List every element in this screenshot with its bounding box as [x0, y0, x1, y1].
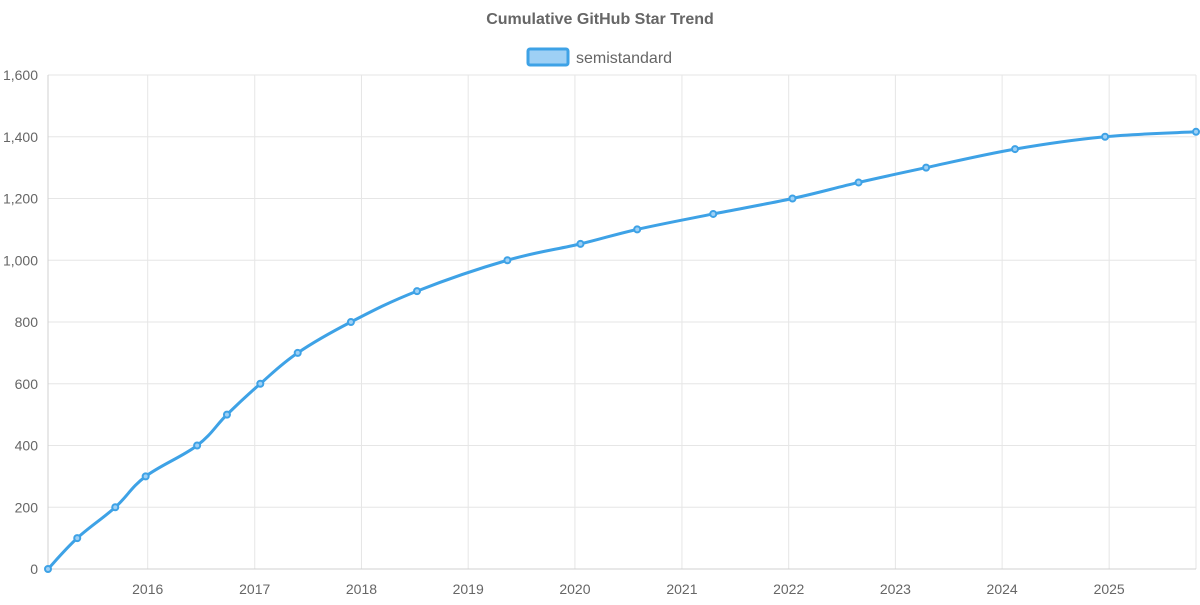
data-point[interactable] — [709, 209, 718, 218]
data-point[interactable] — [1192, 127, 1200, 136]
data-point[interactable] — [293, 348, 302, 357]
legend[interactable]: semistandard — [526, 47, 672, 67]
axes: 2016 2017 2018 2019 2020 2021 2022 2023 2024 2025… — [3, 67, 1196, 597]
data-point[interactable] — [111, 503, 120, 512]
y-tick-label: 1,400 — [3, 129, 38, 145]
x-tick-label: 2022 — [773, 581, 804, 597]
y-tick-label: 400 — [15, 438, 39, 454]
data-point[interactable] — [503, 256, 512, 265]
y-tick-label: 800 — [15, 314, 39, 330]
data-point[interactable] — [346, 318, 355, 326]
x-tick-label: 2024 — [987, 581, 1018, 597]
data-point[interactable] — [44, 565, 52, 573]
chart-title: Cumulative GitHub Star Trend — [486, 11, 714, 28]
data-point[interactable] — [193, 441, 202, 450]
y-tick-label: 1,000 — [3, 252, 38, 268]
data-point[interactable] — [788, 194, 797, 203]
y-tick-label: 600 — [15, 376, 39, 392]
data-point[interactable] — [922, 163, 931, 172]
data-point[interactable] — [1101, 132, 1110, 141]
legend-swatch[interactable] — [526, 47, 570, 67]
x-tick-label: 2017 — [239, 581, 270, 597]
data-point[interactable] — [633, 225, 642, 234]
x-tick-label: 2025 — [1094, 581, 1125, 597]
data-point[interactable] — [73, 534, 82, 543]
x-tick-label: 2023 — [880, 581, 911, 597]
series-layer — [44, 127, 1200, 573]
y-tick-label: 0 — [30, 561, 38, 577]
y-tick-label: 1,600 — [3, 67, 38, 83]
x-tick-label: 2021 — [666, 581, 697, 597]
series-line-semistandard — [46, 130, 1198, 571]
data-point[interactable] — [256, 379, 265, 388]
data-point[interactable] — [141, 472, 150, 481]
data-point[interactable] — [576, 239, 585, 248]
legend-label[interactable]: semistandard — [576, 50, 672, 67]
data-point[interactable] — [854, 178, 863, 187]
x-tick-label: 2016 — [132, 581, 163, 597]
data-point[interactable] — [413, 287, 422, 296]
x-tick-label: 2019 — [453, 581, 484, 597]
data-point[interactable] — [222, 410, 231, 419]
data-point[interactable] — [1010, 145, 1019, 154]
x-tick-label: 2020 — [559, 581, 590, 597]
y-tick-label: 200 — [15, 499, 39, 515]
x-tick-label: 2018 — [346, 581, 377, 597]
y-tick-label: 1,200 — [3, 191, 38, 207]
